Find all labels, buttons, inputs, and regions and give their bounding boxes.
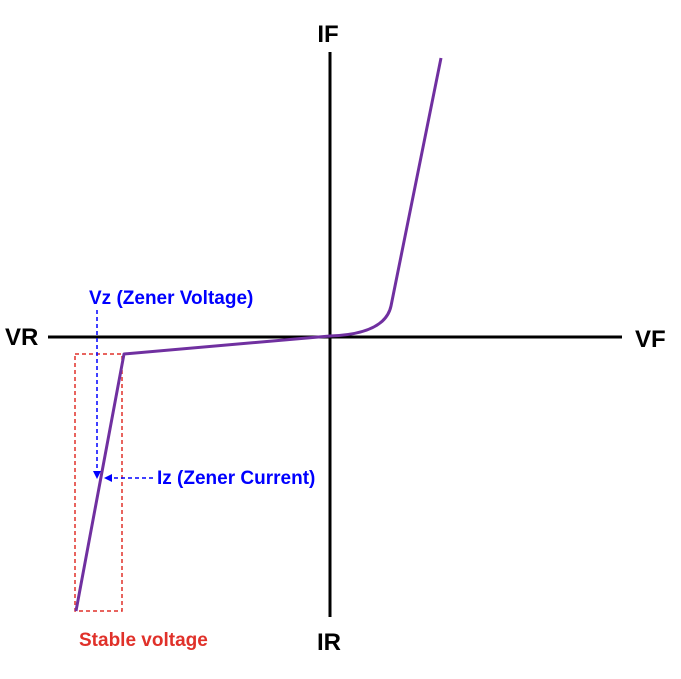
axis-label-ir: IR <box>317 629 341 656</box>
zener-iv-curve <box>74 57 443 612</box>
zener-current-label: Iz (Zener Current) <box>157 468 315 489</box>
stable-voltage-region <box>74 353 123 612</box>
stable-voltage-label: Stable voltage <box>79 630 208 651</box>
axis-label-if: IF <box>317 21 338 48</box>
axis-label-vr: VR <box>5 324 38 351</box>
zener-voltage-label: Vz (Zener Voltage) <box>89 288 253 309</box>
axis-label-vf: VF <box>635 326 666 353</box>
